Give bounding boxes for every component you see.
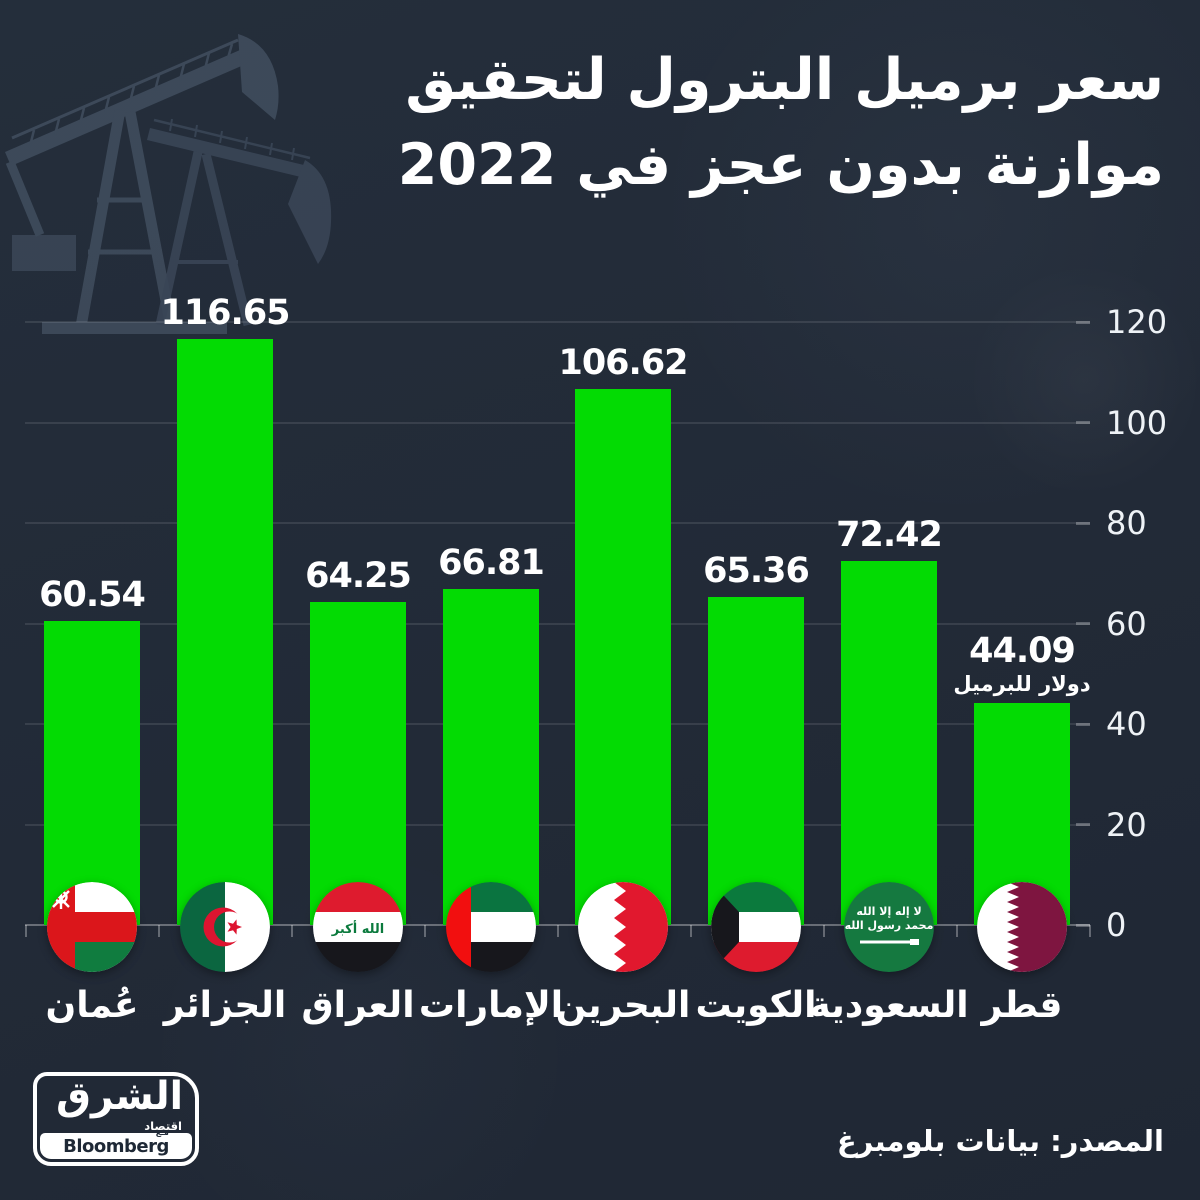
category-label-iraq: العراق	[301, 985, 415, 1026]
value-label-oman: 60.54	[39, 574, 146, 615]
category-label-oman: عُمان	[45, 985, 139, 1026]
svg-text:لا إله إلا الله: لا إله إلا الله	[856, 905, 921, 918]
svg-text:محمد رسول الله: محمد رسول الله	[845, 919, 934, 932]
category-label-qatar: قطر	[981, 985, 1063, 1026]
x-axis-tick	[822, 925, 825, 937]
category-label-saudi-arabia: السعودية	[809, 985, 969, 1026]
bar-uae	[443, 589, 539, 925]
value-label-uae: 66.81	[438, 543, 545, 584]
y-axis-tick	[1076, 521, 1090, 525]
x-axis-tick	[290, 925, 293, 937]
x-axis-baseline	[25, 924, 1090, 926]
value-label-algeria: 116.65	[160, 292, 290, 333]
x-axis-tick	[556, 925, 559, 937]
chart-title: سعر برميل البترول لتحقيق موازنة بدون عجز…	[384, 38, 1165, 208]
value-label-kuwait: 65.36	[703, 550, 810, 591]
bar-kuwait	[708, 596, 804, 925]
kuwait-flag-icon	[711, 882, 801, 972]
oil-pumpjacks-image	[5, 34, 332, 334]
gridline	[25, 522, 1090, 524]
svg-text:الله أكبر: الله أكبر	[331, 920, 384, 937]
y-axis-label: 40	[1106, 705, 1147, 743]
x-axis-tick	[423, 925, 426, 937]
uae-flag-icon	[446, 882, 536, 972]
logo-sub-text: اقتصاد	[144, 1119, 182, 1133]
bar-algeria	[177, 338, 273, 925]
saudi-arabia-flag-icon: لا إله إلا الله محمد رسول الله	[844, 882, 934, 972]
oman-flag-icon	[47, 882, 137, 972]
gridline	[25, 723, 1090, 725]
x-axis-tick	[1088, 925, 1091, 937]
gridline	[25, 622, 1090, 625]
value-label-iraq: 64.25	[305, 556, 412, 597]
unit-note: دولار للبرميل	[953, 672, 1091, 697]
gridline	[25, 421, 1090, 424]
y-axis-label: 20	[1106, 805, 1147, 844]
bar-oman	[44, 620, 140, 925]
source-text: المصدر: بيانات بلومبرغ	[836, 1124, 1164, 1158]
logo-partner-banner: مـع Bloomberg	[40, 1128, 192, 1159]
y-axis-tick	[1076, 722, 1090, 726]
y-axis-label: 0	[1106, 906, 1127, 944]
y-axis-label: 120	[1106, 303, 1168, 341]
y-axis-tick	[1076, 923, 1090, 927]
bar-saudi-arabia	[841, 561, 937, 925]
gridline	[25, 823, 1090, 826]
value-label-saudi-arabia: 72.42	[836, 515, 943, 556]
category-label-algeria: الجزائر	[163, 985, 287, 1026]
logo-brand-text: الشرق	[56, 1074, 183, 1119]
x-axis-tick	[955, 925, 958, 937]
bar-iraq	[310, 602, 406, 925]
x-axis-tick	[24, 925, 27, 937]
logo-partner-text: مـع Bloomberg	[63, 1128, 169, 1157]
y-axis-label: 100	[1106, 403, 1168, 442]
y-axis-tick	[1076, 823, 1090, 826]
chart-title-line2: موازنة بدون عجز في 2022	[397, 132, 1165, 198]
chart-title-line1: سعر برميل البترول لتحقيق	[405, 47, 1165, 113]
x-axis-tick	[689, 925, 692, 937]
bar-bahrain	[575, 389, 671, 925]
category-label-uae: الإمارات	[418, 985, 564, 1026]
category-label-bahrain: البحرين	[555, 985, 691, 1026]
y-axis-tick	[1076, 320, 1090, 324]
gridline	[25, 321, 1090, 323]
category-label-kuwait: الكويت	[695, 985, 817, 1026]
logo-with-text: مـع	[155, 1127, 170, 1137]
x-axis-tick	[157, 925, 160, 937]
iraq-flag-icon: الله أكبر	[313, 882, 403, 972]
logo-bloomberg-text: Bloomberg	[63, 1135, 169, 1157]
qatar-flag-icon	[977, 882, 1067, 972]
value-label-qatar: 44.09	[969, 631, 1076, 672]
y-axis-tick	[1076, 421, 1090, 424]
y-axis-label: 60	[1106, 604, 1147, 643]
y-axis-tick	[1076, 622, 1090, 625]
value-label-bahrain: 106.62	[558, 343, 688, 384]
algeria-flag-icon	[180, 882, 270, 972]
asharq-bloomberg-logo: الشرق اقتصاد مـع Bloomberg	[33, 1072, 199, 1166]
bahrain-flag-icon	[578, 882, 668, 972]
y-axis-label: 80	[1106, 504, 1147, 542]
